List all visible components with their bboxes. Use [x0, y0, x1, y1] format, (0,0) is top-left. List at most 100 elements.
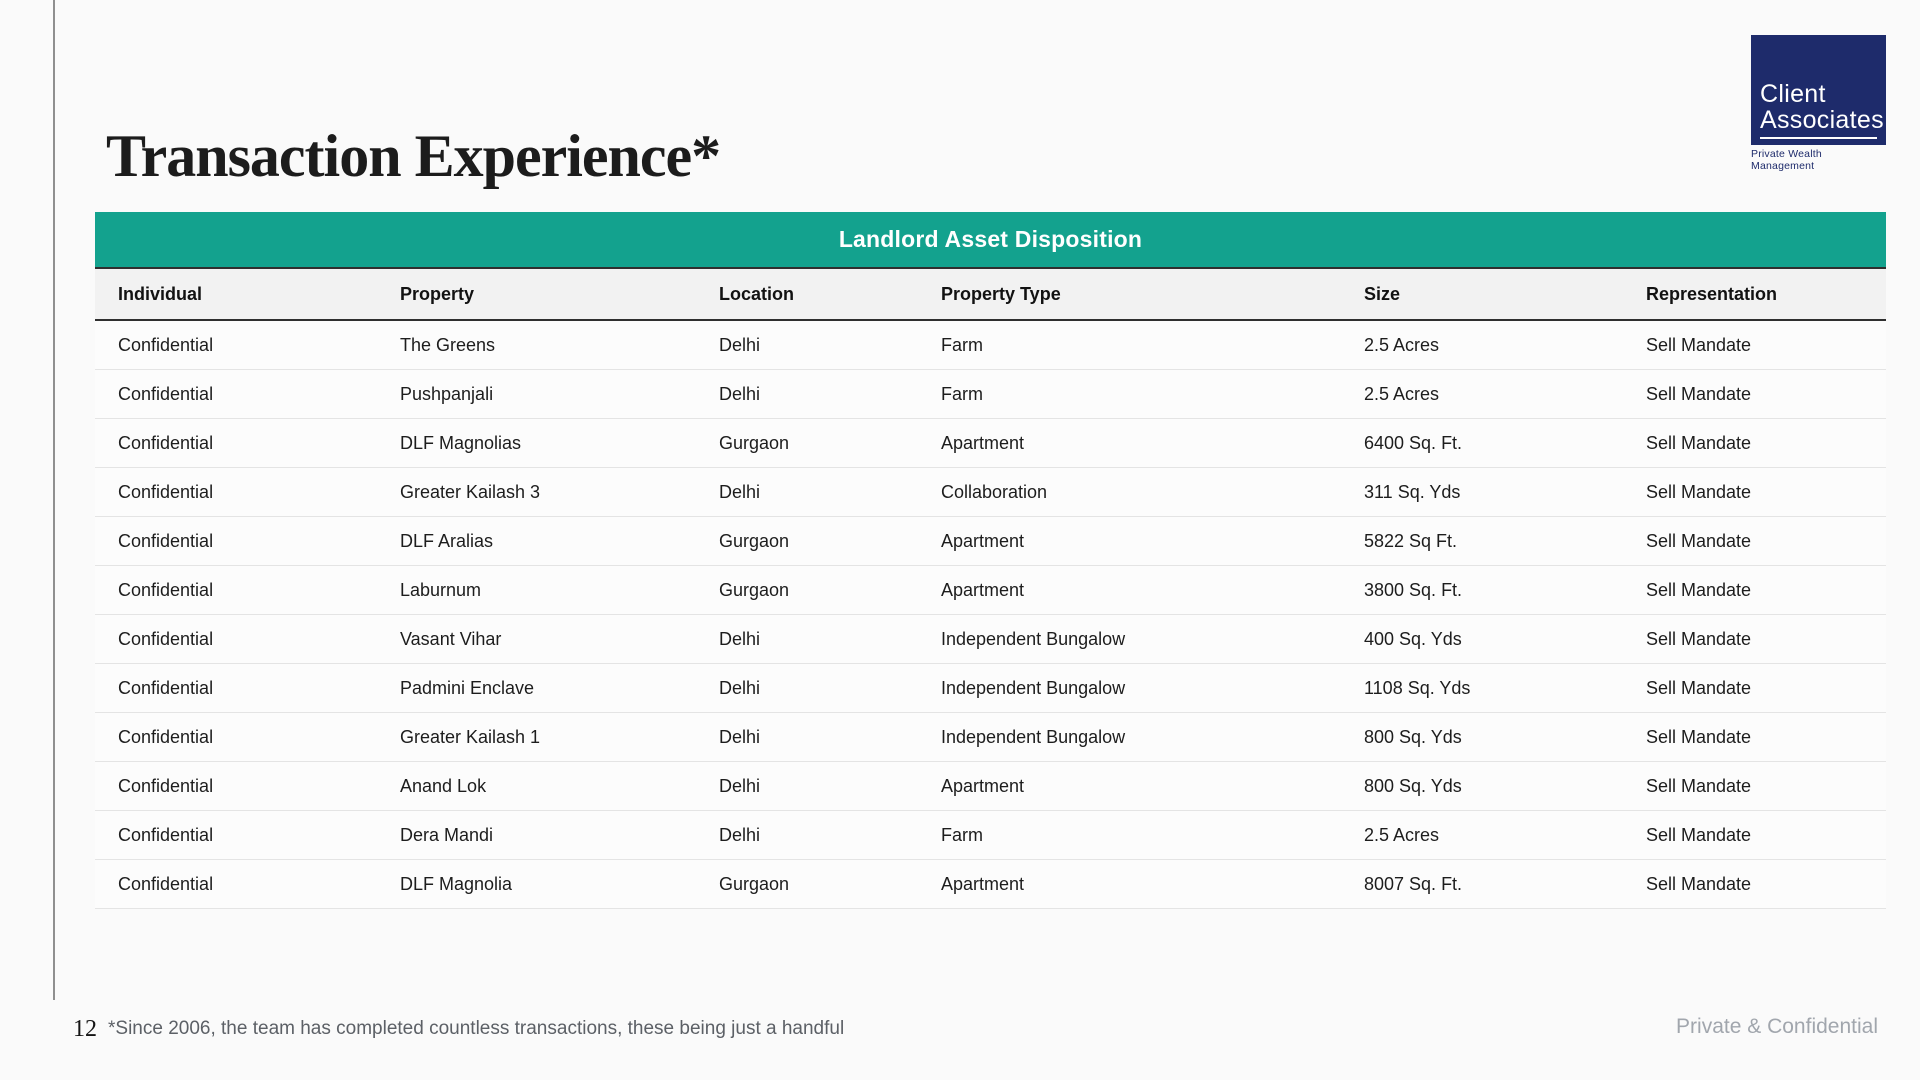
- cell-location: Delhi: [719, 383, 761, 404]
- left-accent-rule: [53, 0, 55, 1000]
- table-row: Confidential Vasant Vihar Delhi Independ…: [95, 615, 1886, 664]
- cell-representation: Sell Mandate: [1646, 432, 1752, 453]
- transaction-table: Landlord Asset Disposition Individual Pr…: [95, 212, 1886, 909]
- column-header-size: Size: [1364, 283, 1401, 304]
- cell-representation: Sell Mandate: [1646, 383, 1752, 404]
- footnote: *Since 2006, the team has completed coun…: [108, 1018, 845, 1039]
- table-body: Confidential The Greens Delhi Farm 2.5 A…: [95, 321, 1886, 909]
- cell-property: Padmini Enclave: [400, 677, 535, 698]
- cell-representation: Sell Mandate: [1646, 530, 1752, 551]
- cell-property-type: Farm: [941, 334, 983, 355]
- cell-individual: Confidential: [118, 824, 214, 845]
- cell-individual: Confidential: [118, 530, 214, 551]
- table-row: Confidential Padmini Enclave Delhi Indep…: [95, 664, 1886, 713]
- table-row: Confidential DLF Aralias Gurgaon Apartme…: [95, 517, 1886, 566]
- cell-property-type: Independent Bungalow: [941, 726, 1126, 747]
- cell-property-type: Apartment: [941, 432, 1025, 453]
- cell-location: Delhi: [719, 726, 761, 747]
- table-row: Confidential Dera Mandi Delhi Farm 2.5 A…: [95, 811, 1886, 860]
- logo-tagline: Private Wealth Management: [1751, 148, 1822, 172]
- column-header-individual: Individual: [118, 283, 203, 304]
- column-header-representation: Representation: [1646, 283, 1778, 304]
- cell-property: DLF Aralias: [400, 530, 494, 551]
- cell-representation: Sell Mandate: [1646, 726, 1752, 747]
- table-row: Confidential The Greens Delhi Farm 2.5 A…: [95, 321, 1886, 370]
- cell-location: Delhi: [719, 481, 761, 502]
- table-row: Confidential DLF Magnolias Gurgaon Apart…: [95, 419, 1886, 468]
- cell-location: Delhi: [719, 334, 761, 355]
- cell-property: Greater Kailash 1: [400, 726, 541, 747]
- page-number: 12: [73, 1016, 97, 1042]
- cell-property-type: Apartment: [941, 873, 1025, 894]
- cell-property-type: Collaboration: [941, 481, 1048, 502]
- cell-individual: Confidential: [118, 383, 214, 404]
- cell-individual: Confidential: [118, 873, 214, 894]
- cell-representation: Sell Mandate: [1646, 677, 1752, 698]
- cell-size: 400 Sq. Yds: [1364, 628, 1462, 649]
- cell-location: Delhi: [719, 824, 761, 845]
- cell-location: Gurgaon: [719, 873, 790, 894]
- table-row: Confidential Anand Lok Delhi Apartment 8…: [95, 762, 1886, 811]
- cell-size: 5822 Sq Ft.: [1364, 530, 1458, 551]
- cell-representation: Sell Mandate: [1646, 481, 1752, 502]
- page-title: Transaction Experience*: [106, 123, 721, 190]
- cell-property-type: Independent Bungalow: [941, 677, 1126, 698]
- cell-size: 2.5 Acres: [1364, 383, 1440, 404]
- cell-property-type: Farm: [941, 383, 983, 404]
- client-associates-logo: Client Associates Private Wealth Managem…: [1751, 35, 1886, 172]
- cell-property: The Greens: [400, 334, 496, 355]
- cell-size: 3800 Sq. Ft.: [1364, 579, 1463, 600]
- cell-representation: Sell Mandate: [1646, 334, 1752, 355]
- cell-property: Pushpanjali: [400, 383, 494, 404]
- cell-property: Laburnum: [400, 579, 482, 600]
- logo-line-2: Associates: [1760, 105, 1884, 134]
- cell-individual: Confidential: [118, 334, 214, 355]
- table-row: Confidential Laburnum Gurgaon Apartment …: [95, 566, 1886, 615]
- cell-size: 2.5 Acres: [1364, 334, 1440, 355]
- cell-representation: Sell Mandate: [1646, 579, 1752, 600]
- cell-property: DLF Magnolias: [400, 432, 522, 453]
- cell-location: Delhi: [719, 677, 761, 698]
- logo-line-1: Client: [1760, 80, 1826, 108]
- logo-underline: [1760, 137, 1877, 139]
- cell-individual: Confidential: [118, 432, 214, 453]
- column-header-location: Location: [719, 283, 794, 304]
- cell-property-type: Apartment: [941, 775, 1025, 796]
- cell-individual: Confidential: [118, 481, 214, 502]
- cell-property: Dera Mandi: [400, 824, 494, 845]
- table-header-row: Individual Property Location Property Ty…: [95, 267, 1886, 321]
- cell-property: Greater Kailash 3: [400, 481, 541, 502]
- cell-size: 800 Sq. Yds: [1364, 775, 1462, 796]
- cell-location: Delhi: [719, 775, 761, 796]
- table-row: Confidential Greater Kailash 1 Delhi Ind…: [95, 713, 1886, 762]
- table-row: Confidential Pushpanjali Delhi Farm 2.5 …: [95, 370, 1886, 419]
- cell-individual: Confidential: [118, 579, 214, 600]
- cell-individual: Confidential: [118, 726, 214, 747]
- cell-individual: Confidential: [118, 677, 214, 698]
- cell-representation: Sell Mandate: [1646, 873, 1752, 894]
- cell-property: DLF Magnolia: [400, 873, 513, 894]
- cell-representation: Sell Mandate: [1646, 824, 1752, 845]
- cell-property-type: Independent Bungalow: [941, 628, 1126, 649]
- logo-square: Client Associates: [1751, 35, 1886, 145]
- cell-property-type: Apartment: [941, 530, 1025, 551]
- column-header-property: Property: [400, 283, 475, 304]
- cell-size: 311 Sq. Yds: [1364, 481, 1461, 502]
- table-row: Confidential DLF Magnolia Gurgaon Apartm…: [95, 860, 1886, 909]
- cell-size: 2.5 Acres: [1364, 824, 1440, 845]
- cell-property-type: Farm: [941, 824, 983, 845]
- cell-property: Anand Lok: [400, 775, 487, 796]
- table-row: Confidential Greater Kailash 3 Delhi Col…: [95, 468, 1886, 517]
- cell-location: Gurgaon: [719, 530, 790, 551]
- cell-location: Gurgaon: [719, 432, 790, 453]
- column-header-property-type: Property Type: [941, 283, 1061, 304]
- cell-size: 800 Sq. Yds: [1364, 726, 1462, 747]
- classification-label: Private & Confidential: [1676, 1015, 1878, 1038]
- cell-location: Delhi: [719, 628, 761, 649]
- cell-representation: Sell Mandate: [1646, 775, 1752, 796]
- cell-property-type: Apartment: [941, 579, 1025, 600]
- table-title-band: Landlord Asset Disposition: [95, 212, 1886, 267]
- cell-representation: Sell Mandate: [1646, 628, 1752, 649]
- cell-individual: Confidential: [118, 628, 214, 649]
- cell-size: 8007 Sq. Ft.: [1364, 873, 1463, 894]
